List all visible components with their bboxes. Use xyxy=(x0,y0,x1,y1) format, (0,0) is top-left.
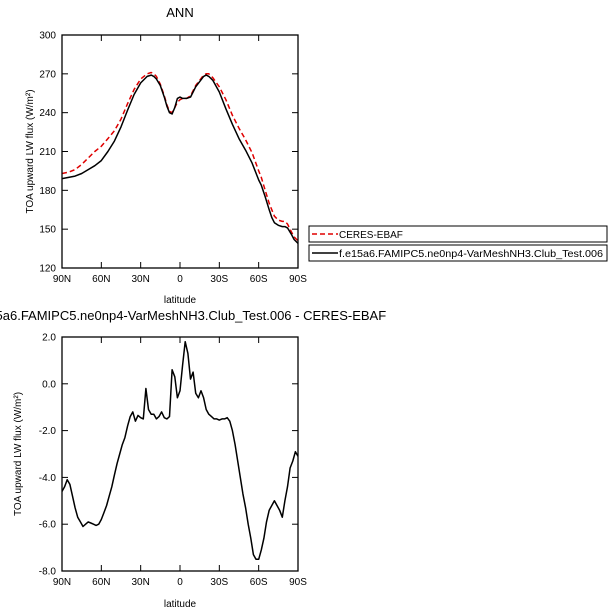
top-series-lines xyxy=(62,71,298,244)
top-x-tick-label-3: 0 xyxy=(177,274,183,285)
bottom-series-lines xyxy=(62,340,298,561)
top-y-tick-label-6: 300 xyxy=(39,31,56,42)
top-x-tick-label-0: 90N xyxy=(53,274,71,285)
bot-y-tick-label-5: 2.0 xyxy=(42,333,56,344)
bottom-plot-frame xyxy=(61,336,299,572)
top-y-tick-label-1: 150 xyxy=(39,225,56,236)
bot-x-tick-label-4: 30S xyxy=(210,577,228,588)
bot-y-tick-label-2: -4.0 xyxy=(39,473,57,484)
top-y-axis-label: TOA upward LW flux (W/m²) xyxy=(25,89,36,213)
bot-x-tick-label-3: 0 xyxy=(177,577,183,588)
bottom-x-axis-label: latitude xyxy=(164,599,197,610)
bottom-chart-title: f.e15a6.FAMIPC5.ne0np4-VarMeshNH3.Club_T… xyxy=(0,308,386,323)
top-x-tick-label-1: 60N xyxy=(92,274,110,285)
top-y-tick-label-0: 120 xyxy=(39,264,56,275)
top-y-tick-label-4: 240 xyxy=(39,108,56,119)
top-plot-frame xyxy=(61,34,299,269)
top-chart-title: ANN xyxy=(166,5,193,20)
bottom-y-axis-label: TOA upward LW flux (W/m²) xyxy=(13,392,24,516)
top-panel: ANN TOA upward LW flux (W/m²) latitude 9… xyxy=(25,5,307,306)
bot-y-tick-label-0: -8.0 xyxy=(39,567,57,578)
bot-y-tick-label-3: -2.0 xyxy=(39,426,57,437)
bot-x-tick-label-0: 90N xyxy=(53,577,71,588)
bot-x-tick-label-1: 60N xyxy=(92,577,110,588)
bot-x-tick-label-5: 60S xyxy=(250,577,268,588)
bottom-ticks xyxy=(61,336,299,572)
top-x-axis-label: latitude xyxy=(164,295,197,306)
top-series-line-1 xyxy=(62,74,298,244)
top-y-tick-label-2: 180 xyxy=(39,186,56,197)
legend-label-model: f.e15a6.FAMIPC5.ne0np4-VarMeshNH3.Club_T… xyxy=(339,249,603,260)
bot-x-tick-label-2: 30N xyxy=(131,577,149,588)
bottom-panel: f.e15a6.FAMIPC5.ne0np4-VarMeshNH3.Club_T… xyxy=(0,308,386,610)
top-x-tick-label-6: 90S xyxy=(289,274,307,285)
top-x-tick-label-2: 30N xyxy=(131,274,149,285)
legend-box-1 xyxy=(308,225,608,243)
top-y-tick-label-3: 210 xyxy=(39,147,56,158)
top-x-tick-label-5: 60S xyxy=(250,274,268,285)
legend-label-ceres: CERES-EBAF xyxy=(339,230,403,241)
bot-y-tick-label-4: 0.0 xyxy=(42,379,56,390)
bot-x-tick-label-6: 90S xyxy=(289,577,307,588)
bottom-tick-labels: 90N 60N 30N 0 30S 60S 90S -8.0 -6.0 -4.0 -2.0 0.0 2.… xyxy=(39,333,307,589)
legend: CERES-EBAF f.e15a6.FAMIPC5.ne0np4-VarMes… xyxy=(308,225,608,262)
top-tick-labels: 90N 60N 30N 0 30S 60S 90S 120 150 180 210 240 270 300 xyxy=(39,31,307,286)
bot-series-line-0 xyxy=(62,340,298,561)
bot-y-tick-label-1: -6.0 xyxy=(39,520,57,531)
top-x-tick-label-4: 30S xyxy=(210,274,228,285)
legend-box-2 xyxy=(308,244,608,262)
top-y-tick-label-5: 270 xyxy=(39,69,56,80)
top-ticks xyxy=(61,34,299,269)
